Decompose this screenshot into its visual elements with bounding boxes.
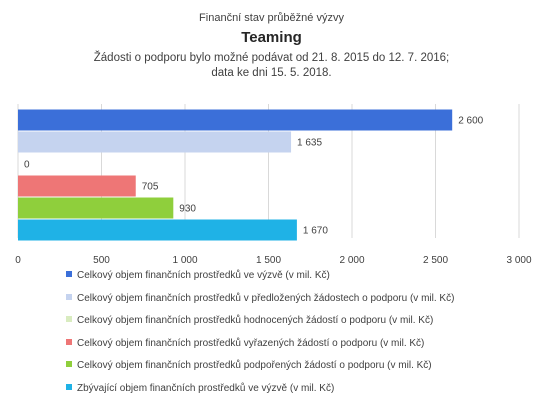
legend-label: Celkový objem finančních prostředků hodn… [77, 315, 434, 326]
bar [18, 131, 292, 153]
data-label: 0 [24, 160, 30, 171]
x-tick-label: 1 000 [172, 255, 197, 266]
bar [18, 175, 136, 197]
chart-subtitle: Finanční stav průběžné výzvy [199, 12, 344, 24]
legend-swatch [66, 383, 72, 390]
legend-swatch [66, 271, 72, 278]
legend-swatch [66, 316, 72, 323]
data-label: 2 600 [458, 116, 483, 127]
legend-item: Celkový objem finančních prostředků v př… [66, 293, 454, 307]
chart-note-line-2: data ke dni 15. 5. 2018. [211, 67, 332, 79]
legend-swatch [66, 293, 72, 300]
x-tick-label: 1 500 [256, 255, 281, 266]
chart-note-line-1: Žádosti o podporu bylo možné podávat od … [93, 52, 450, 64]
legend-item: Celkový objem finančních prostředků vyřa… [66, 338, 424, 352]
legend-label: Celkový objem finančních prostředků podp… [77, 360, 432, 371]
bar [18, 219, 297, 241]
x-tick-label: 0 [15, 255, 21, 266]
legend-label: Celkový objem finančních prostředků v př… [77, 292, 455, 304]
data-label: 1 635 [297, 138, 322, 149]
x-tick-label: 2 500 [423, 255, 448, 266]
legend-item: Celkový objem finančních prostředků podp… [66, 360, 432, 374]
legend-label: Celkový objem finančních prostředků ve v… [77, 270, 330, 281]
chart-note: Žádosti o podporu bylo možné podávat od … [0, 51, 543, 81]
chart-title: Teaming [241, 29, 302, 46]
data-label: 930 [179, 204, 196, 215]
legend-item: Celkový objem finančních prostředků hodn… [66, 315, 433, 329]
legend-swatch [66, 361, 72, 368]
legend-swatch [66, 338, 72, 345]
x-tick-label: 2 000 [339, 255, 364, 266]
legend-item: Celkový objem finančních prostředků ve v… [66, 270, 330, 284]
data-label: 705 [142, 182, 159, 193]
bar-chart: 0 500 1 000 1 500 2 000 2 500 3 000 2 600 1 635 0… [15, 104, 532, 266]
legend-label: Zbývající objem finančních prostředků ve… [77, 382, 335, 394]
legend-item: Zbývající objem finančních prostředků ve… [66, 383, 334, 397]
bar [18, 109, 453, 131]
bar [18, 197, 174, 219]
x-tick-label: 3 000 [506, 255, 531, 266]
x-tick-label: 500 [93, 255, 110, 266]
data-label: 1 670 [303, 226, 328, 237]
legend-label: Celkový objem finančních prostředků vyřa… [77, 337, 425, 349]
